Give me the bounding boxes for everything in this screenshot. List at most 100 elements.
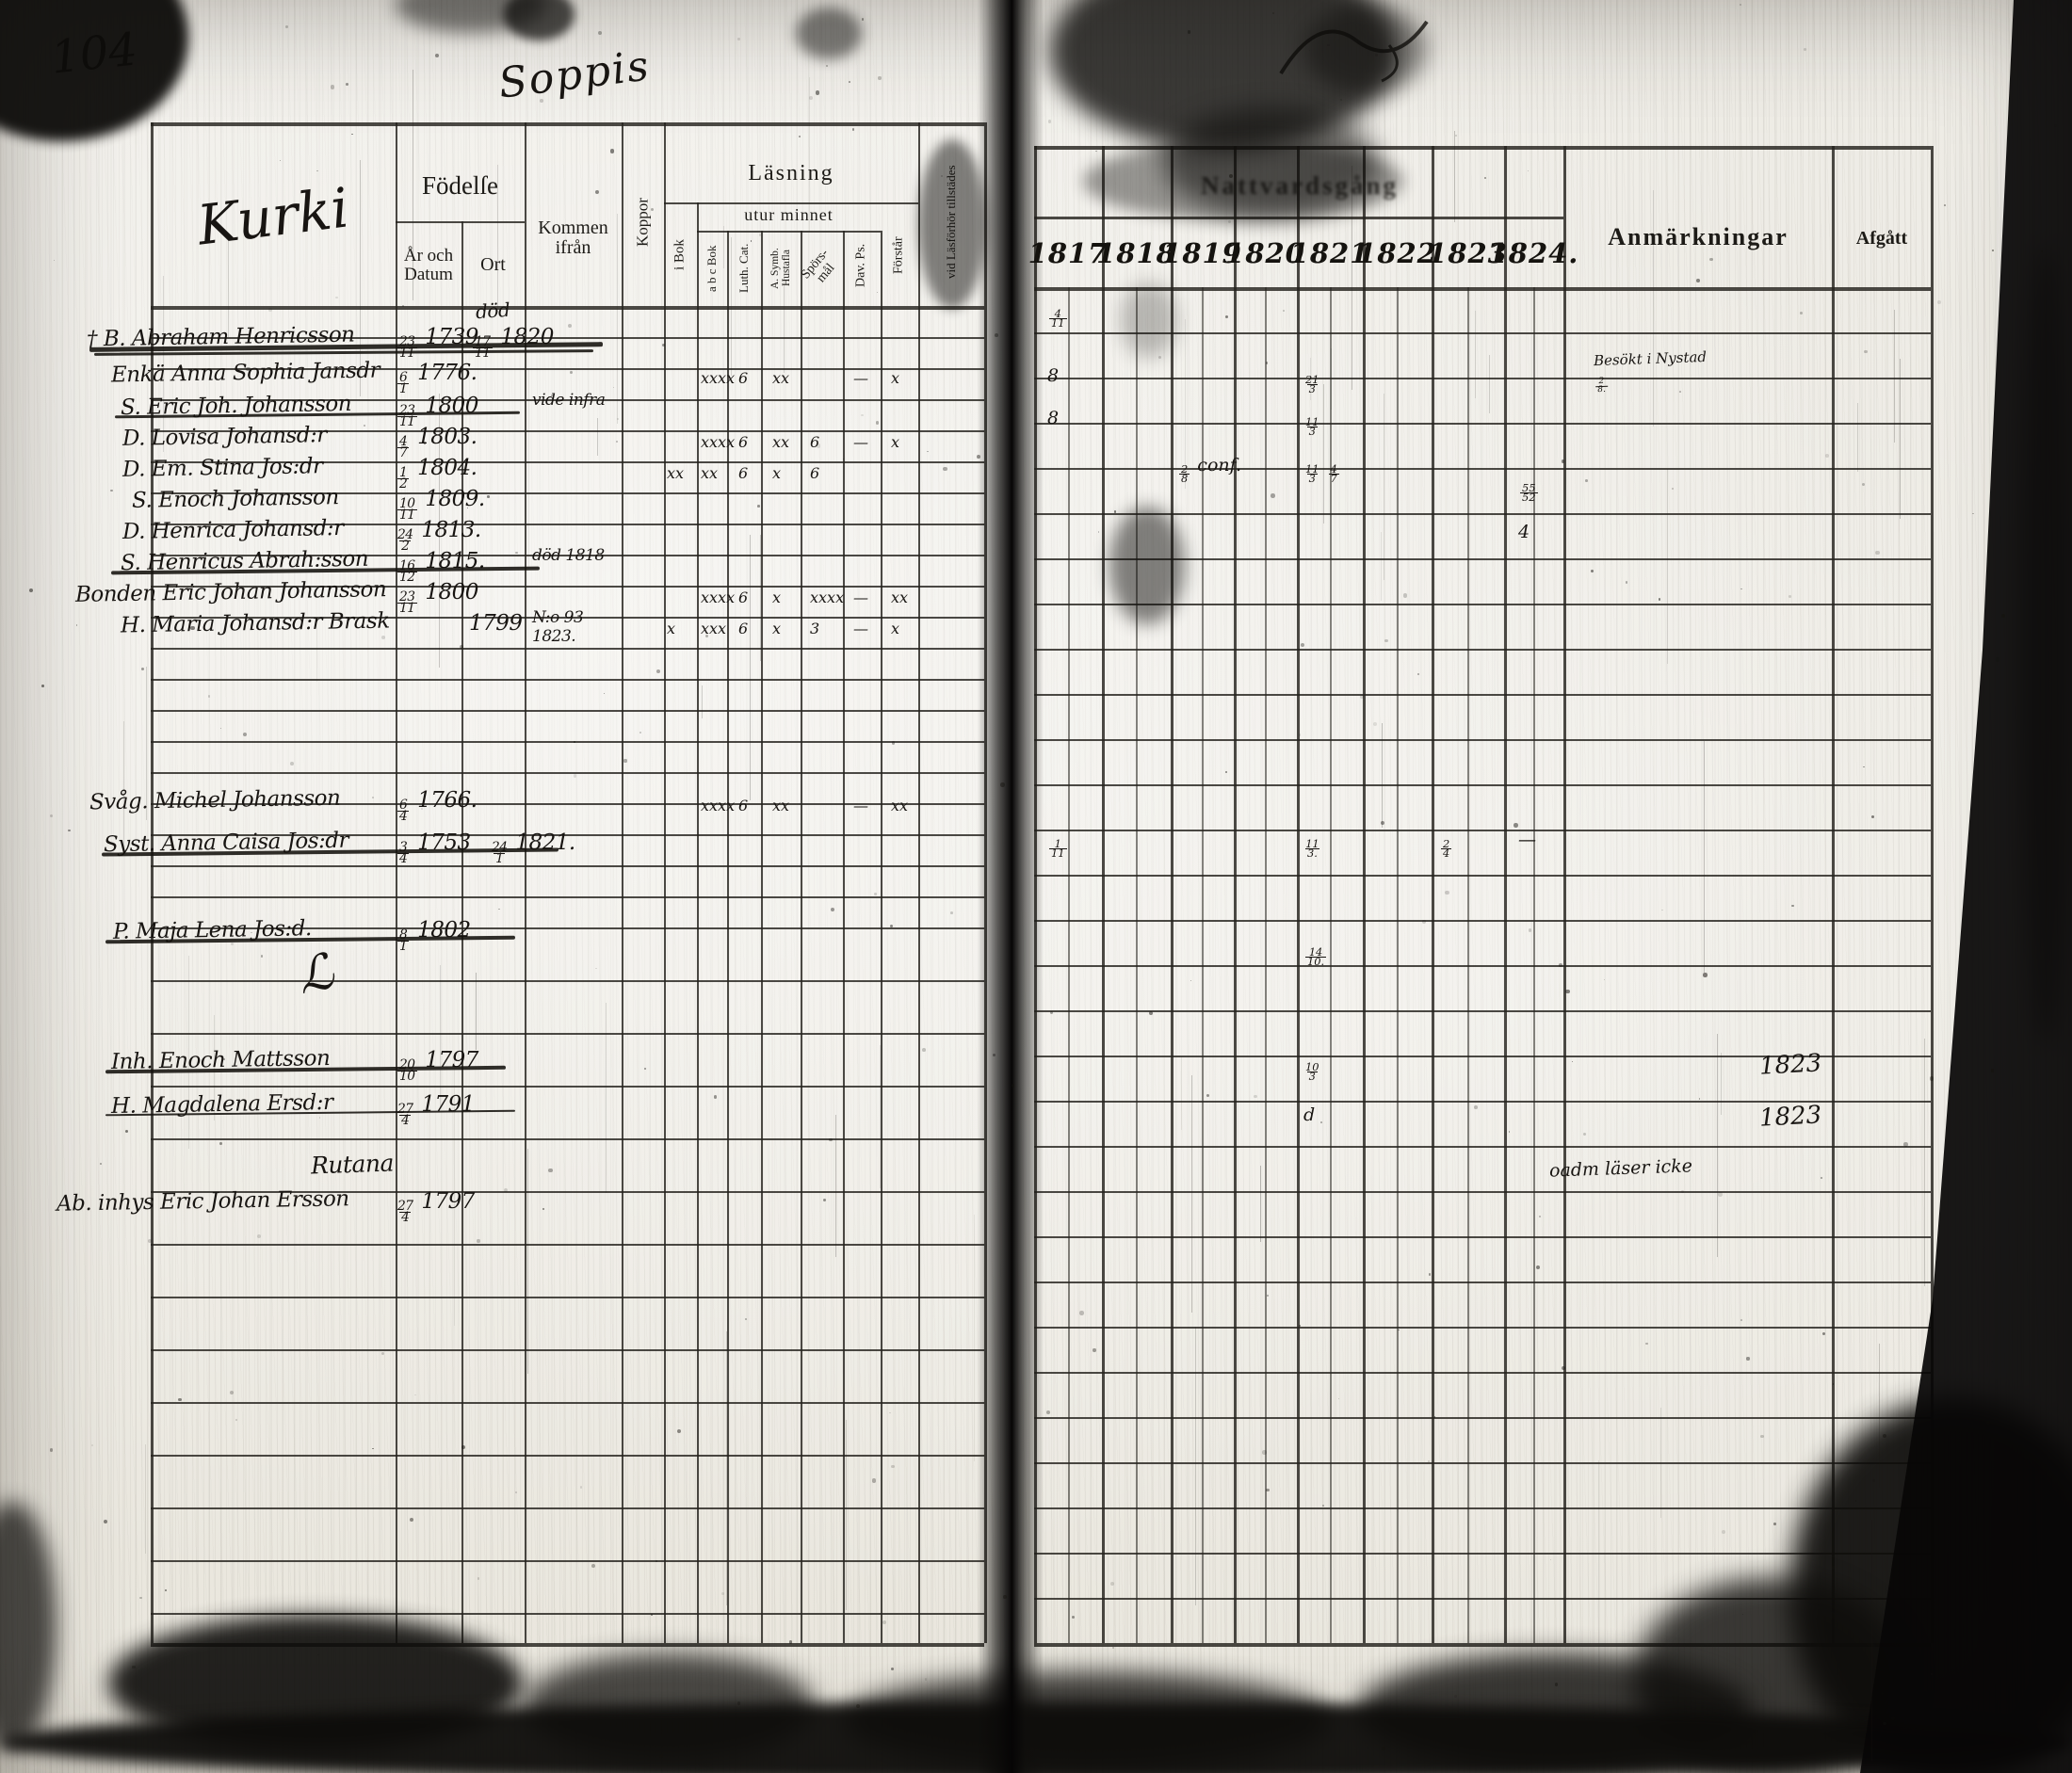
speck — [346, 83, 349, 87]
speck — [1300, 643, 1304, 648]
speck — [1535, 1265, 1541, 1270]
grid-vline — [1234, 146, 1237, 1643]
speck — [656, 1560, 658, 1563]
speck — [1327, 43, 1330, 47]
speck — [285, 25, 288, 28]
speck — [1863, 766, 1865, 767]
speck — [1421, 920, 1426, 924]
grid-hline — [1034, 1327, 1931, 1329]
header-utur-minnet: utur minnet — [744, 204, 834, 224]
grid-hline — [151, 555, 984, 556]
grid-hline — [396, 221, 525, 223]
scratch — [438, 393, 440, 669]
speck — [219, 727, 222, 729]
speck — [1271, 493, 1275, 498]
speck — [410, 1518, 413, 1523]
header-i-bok: i Bok — [672, 239, 688, 270]
speck — [372, 1447, 374, 1450]
speck — [132, 1665, 137, 1669]
speck — [861, 17, 865, 21]
year-label: 1824. — [1488, 237, 1579, 269]
speck — [380, 635, 386, 639]
entry-birth-date: 23 11 1800 — [397, 394, 478, 430]
speck — [609, 149, 614, 153]
speck — [364, 425, 366, 427]
grid-hline — [1034, 1191, 1931, 1193]
scratch — [596, 417, 598, 456]
speck — [1880, 1691, 1885, 1696]
speck — [415, 345, 418, 347]
speck — [1582, 1132, 1586, 1136]
speck — [1791, 905, 1794, 908]
speck — [1434, 1416, 1436, 1418]
communion-mark: 10 3 — [1305, 1059, 1319, 1083]
scratch — [759, 535, 761, 662]
reading-mark: xxxx — [701, 588, 736, 606]
speck — [1658, 598, 1661, 602]
speck — [1508, 1131, 1511, 1133]
remark-note: 2 8. — [1595, 377, 1609, 395]
grid-vline — [1102, 146, 1105, 1643]
speck — [1549, 1558, 1552, 1561]
speck — [851, 128, 854, 131]
scratch — [213, 1014, 215, 1121]
speck — [1896, 1636, 1899, 1639]
speck — [1453, 1694, 1457, 1698]
speck — [1227, 219, 1231, 223]
speck — [1590, 570, 1594, 573]
communion-mark: 1 11 — [1049, 836, 1067, 860]
scratch — [1380, 531, 1382, 602]
grid-vline — [151, 122, 154, 1643]
speck — [1821, 1176, 1823, 1179]
reading-mark: x — [772, 620, 782, 637]
grid-hline — [151, 1402, 984, 1404]
header-koppor: Koppor — [633, 198, 652, 247]
speck — [1254, 1094, 1258, 1099]
speck — [219, 1142, 222, 1145]
reading-mark: 6 — [738, 433, 749, 451]
scratch — [316, 619, 318, 682]
speck — [594, 967, 597, 970]
scratch — [616, 214, 618, 424]
speck — [815, 90, 820, 95]
communion-mark: 8 — [1047, 408, 1060, 428]
scratch — [1194, 1327, 1196, 1605]
speck — [1225, 314, 1229, 318]
scratch — [1180, 1056, 1182, 1131]
communion-mark: 21 3 — [1305, 372, 1319, 395]
scratch — [1924, 1038, 1926, 1286]
speck — [1337, 1397, 1339, 1399]
grid-hline — [151, 368, 984, 370]
speck — [1616, 232, 1619, 234]
scratch — [845, 1419, 847, 1610]
grid-hline — [664, 202, 918, 204]
speck — [1972, 512, 1974, 515]
grid-vline — [622, 122, 623, 1643]
speck — [623, 759, 627, 763]
speck — [1190, 979, 1192, 981]
speck — [1093, 1348, 1096, 1352]
entry-name: Ab. inhys Eric Johan Ersson — [56, 1186, 349, 1217]
scratch — [1856, 403, 1858, 472]
speck — [1483, 177, 1486, 180]
scratch — [1716, 1034, 1718, 1257]
scratch — [702, 685, 704, 719]
grid-hline — [1034, 1281, 1931, 1283]
speck — [330, 85, 334, 89]
scratch — [730, 237, 732, 377]
speck — [875, 421, 879, 425]
speck — [257, 1233, 262, 1238]
grid-hline — [151, 461, 984, 463]
speck — [788, 1640, 793, 1645]
grid-hline — [1034, 694, 1931, 696]
speck — [148, 1239, 153, 1244]
scratch — [834, 1115, 836, 1257]
entry-name: S. Enoch Johansson — [131, 485, 339, 513]
speck — [1937, 299, 1941, 304]
entry-kommen-note: vide infra — [532, 391, 606, 410]
speck — [825, 64, 828, 68]
speck — [75, 624, 77, 626]
speck — [809, 95, 814, 101]
